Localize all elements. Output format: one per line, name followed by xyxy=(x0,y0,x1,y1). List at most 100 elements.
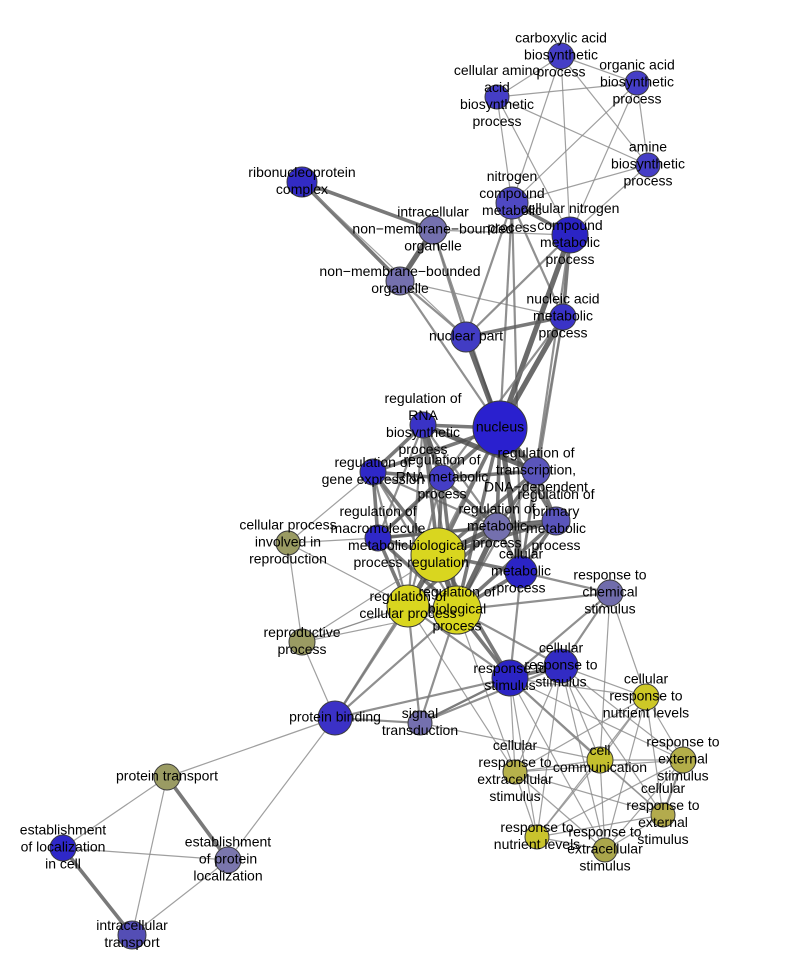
graph-edge[interactable] xyxy=(536,665,562,838)
graph-node-establishment-of-protein-localization[interactable] xyxy=(214,846,242,874)
graph-node-regulation-of-primary-metabolic-process[interactable] xyxy=(541,506,571,536)
graph-edge[interactable] xyxy=(419,664,562,725)
graph-node-nucleic-acid-metabolic-process[interactable] xyxy=(549,303,577,331)
graph-edge[interactable] xyxy=(334,605,409,719)
graph-node-signal-transduction[interactable] xyxy=(407,710,433,736)
graph-edge[interactable] xyxy=(61,846,134,937)
graph-node-cellular-nitrogen-compound-metabolic-process[interactable] xyxy=(551,216,589,254)
graph-node-nuclear-part[interactable] xyxy=(450,321,482,353)
graph-edge[interactable] xyxy=(465,315,564,339)
graph-edge[interactable] xyxy=(441,316,564,479)
graph-edge[interactable] xyxy=(569,82,638,236)
graph-edge[interactable] xyxy=(419,722,601,761)
graph-edge[interactable] xyxy=(334,676,511,720)
graph-node-nucleus[interactable] xyxy=(472,400,528,456)
graph-edge[interactable] xyxy=(464,202,514,338)
graph-node-cellular-response-to-stimulus[interactable] xyxy=(543,648,579,684)
graph-node-response-to-chemical-stimulus[interactable] xyxy=(596,579,624,607)
graph-edge[interactable] xyxy=(301,181,467,338)
graph-edge[interactable] xyxy=(496,96,571,236)
graph-edge[interactable] xyxy=(399,280,564,318)
graph-edge[interactable] xyxy=(514,771,606,851)
graph-edge[interactable] xyxy=(334,609,458,719)
graph-node-establishment-of-localization-in-cell[interactable] xyxy=(49,834,77,862)
graph-edge[interactable] xyxy=(609,592,647,698)
graph-node-biological-regulation[interactable] xyxy=(410,527,466,583)
graph-node-intracellular-non-membrane-bounded-organelle[interactable] xyxy=(418,215,448,245)
graph-edge[interactable] xyxy=(496,82,638,98)
graph-edge[interactable] xyxy=(599,759,606,851)
graph-edge[interactable] xyxy=(498,202,514,429)
graph-node-amine-biosynthetic-process[interactable] xyxy=(635,152,661,178)
graph-edge[interactable] xyxy=(376,476,444,540)
graph-edge[interactable] xyxy=(511,55,562,204)
graph-edge[interactable] xyxy=(560,55,649,166)
graph-edge[interactable] xyxy=(131,859,229,936)
graph-edge[interactable] xyxy=(511,164,649,204)
graph-node-ribonucleoprotein-complex[interactable] xyxy=(286,166,318,198)
graph-edge[interactable] xyxy=(300,180,402,283)
graph-edge[interactable] xyxy=(372,470,498,529)
graph-edge[interactable] xyxy=(536,814,664,838)
graph-edge[interactable] xyxy=(536,759,684,838)
graph-edge[interactable] xyxy=(301,609,458,643)
graph-edge[interactable] xyxy=(599,759,664,816)
graph-edge[interactable] xyxy=(166,717,336,778)
graph-node-response-to-nutrient-levels[interactable] xyxy=(524,824,550,850)
graph-node-organic-acid-biosynthetic-process[interactable] xyxy=(624,70,650,96)
graph-node-cellular-process-involved-in-reproduction[interactable] xyxy=(275,530,301,556)
graph-edge[interactable] xyxy=(62,847,229,861)
graph-edge[interactable] xyxy=(456,591,611,612)
graph-edge[interactable] xyxy=(514,771,664,816)
graph-node-reproductive-process[interactable] xyxy=(288,628,316,656)
graph-edge[interactable] xyxy=(399,280,501,429)
graph-edge[interactable] xyxy=(287,542,303,643)
graph-edge[interactable] xyxy=(509,592,611,679)
graph-edge[interactable] xyxy=(496,96,513,204)
graph-node-cellular-response-to-external-stimulus[interactable] xyxy=(650,802,676,828)
graph-node-cellular-amino-acid-biosynthetic-process[interactable] xyxy=(484,84,510,110)
graph-edge[interactable] xyxy=(227,717,336,861)
graph-edge[interactable] xyxy=(645,696,664,816)
graph-edge[interactable] xyxy=(509,677,684,761)
graph-edge[interactable] xyxy=(509,677,538,838)
graph-edge[interactable] xyxy=(301,180,434,232)
graph-edge[interactable] xyxy=(560,55,571,236)
graph-edge[interactable] xyxy=(509,677,647,698)
graph-node-regulation-of-metabolic-process[interactable] xyxy=(482,512,512,542)
graph-edge[interactable] xyxy=(441,469,537,480)
graph-node-cell-communication[interactable] xyxy=(586,746,614,774)
graph-edge[interactable] xyxy=(511,82,638,204)
graph-edge[interactable] xyxy=(510,202,565,318)
graph-node-regulation-of-cellular-process[interactable] xyxy=(386,584,430,628)
graph-edge[interactable] xyxy=(604,759,684,851)
graph-edge[interactable] xyxy=(422,422,537,474)
graph-node-regulation-of-gene-expression[interactable] xyxy=(359,458,387,486)
graph-node-response-to-external-stimulus[interactable] xyxy=(669,746,697,774)
graph-node-cellular-metabolic-process[interactable] xyxy=(504,555,538,589)
graph-edge[interactable] xyxy=(599,592,611,761)
graph-edge[interactable] xyxy=(131,776,168,936)
graph-edge[interactable] xyxy=(287,471,374,544)
graph-edge[interactable] xyxy=(287,537,379,544)
graph-edge[interactable] xyxy=(514,759,601,773)
graph-node-cellular-response-to-nutrient-levels[interactable] xyxy=(632,683,660,711)
graph-node-regulation-of-rna-metabolic-process[interactable] xyxy=(428,464,456,492)
graph-edge[interactable] xyxy=(560,665,606,851)
graph-node-carboxylic-acid-biosynthetic-process[interactable] xyxy=(547,42,575,70)
graph-edge[interactable] xyxy=(406,424,425,607)
graph-edge[interactable] xyxy=(536,759,601,838)
graph-node-protein-binding[interactable] xyxy=(317,700,353,736)
graph-edge[interactable] xyxy=(496,96,649,166)
graph-node-intracellular-transport[interactable] xyxy=(117,920,147,950)
graph-node-regulation-of-macromolecule-metabolic-process[interactable] xyxy=(364,524,392,552)
graph-edge[interactable] xyxy=(514,696,647,773)
graph-node-non-membrane-bounded-organelle[interactable] xyxy=(385,266,415,296)
graph-edge[interactable] xyxy=(62,776,168,849)
graph-edge[interactable] xyxy=(636,82,649,166)
graph-edge[interactable] xyxy=(465,234,571,338)
graph-node-regulation-of-rna-biosynthetic-process[interactable] xyxy=(409,411,437,439)
graph-edge[interactable] xyxy=(509,677,606,851)
graph-node-response-to-stimulus[interactable] xyxy=(491,659,529,697)
graph-node-response-to-extracellular-stimulus[interactable] xyxy=(592,837,618,863)
